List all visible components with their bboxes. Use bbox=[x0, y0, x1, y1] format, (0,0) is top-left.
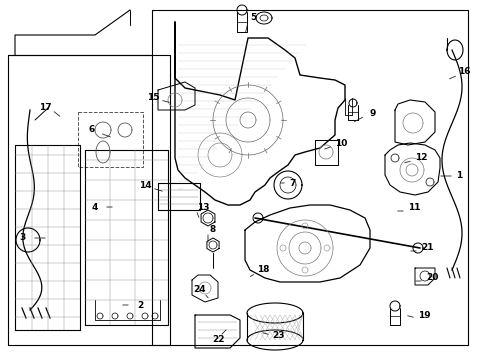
Text: 21: 21 bbox=[421, 243, 433, 252]
Text: 7: 7 bbox=[290, 179, 296, 188]
Text: 19: 19 bbox=[417, 310, 430, 320]
Text: 10: 10 bbox=[335, 139, 347, 148]
Text: 4: 4 bbox=[92, 202, 98, 211]
Text: 17: 17 bbox=[39, 103, 51, 112]
Text: 23: 23 bbox=[272, 330, 284, 339]
Text: 1: 1 bbox=[456, 171, 462, 180]
Text: 6: 6 bbox=[89, 126, 95, 135]
Text: 11: 11 bbox=[408, 203, 420, 212]
Text: 20: 20 bbox=[426, 274, 438, 283]
Text: 18: 18 bbox=[257, 266, 269, 274]
Text: 12: 12 bbox=[415, 153, 427, 162]
Text: 14: 14 bbox=[139, 180, 151, 189]
Text: 13: 13 bbox=[197, 202, 209, 211]
Text: 5: 5 bbox=[250, 13, 256, 22]
Text: 2: 2 bbox=[137, 301, 143, 310]
Text: 15: 15 bbox=[147, 93, 159, 102]
Text: 22: 22 bbox=[212, 336, 224, 345]
Text: 24: 24 bbox=[194, 285, 206, 294]
Text: 9: 9 bbox=[370, 108, 376, 117]
Bar bbox=[78, 112, 143, 167]
Text: 16: 16 bbox=[458, 68, 470, 77]
Text: 8: 8 bbox=[210, 225, 216, 234]
Text: 3: 3 bbox=[19, 234, 25, 243]
